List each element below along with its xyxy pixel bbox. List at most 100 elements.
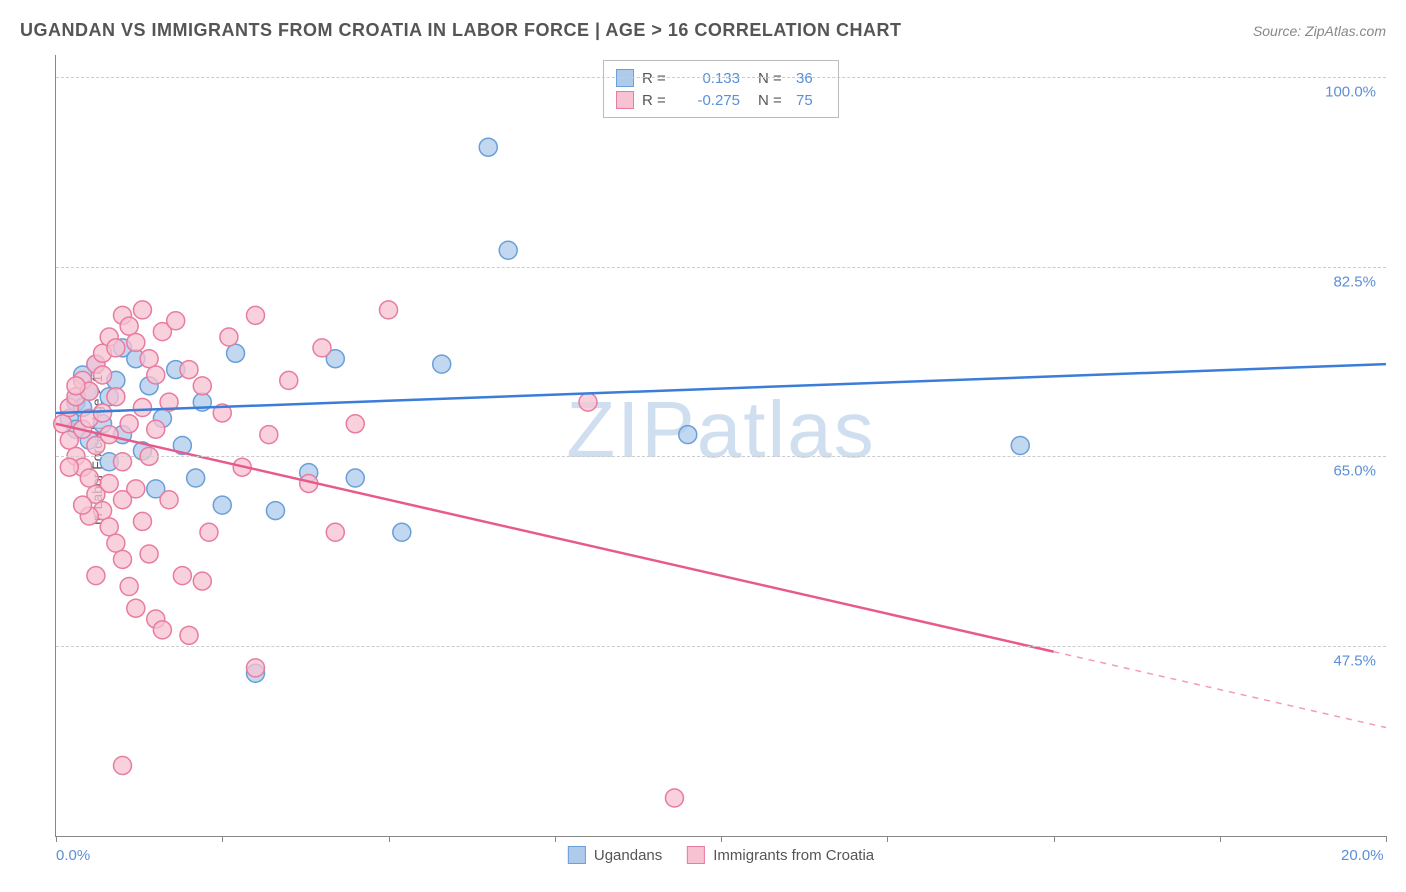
scatter-point [114,756,132,774]
scatter-point [133,512,151,530]
r-label: R = [642,70,672,87]
y-tick-label: 100.0% [1325,83,1376,100]
r-value-blue: 0.133 [680,70,740,87]
scatter-point [180,361,198,379]
r-value-pink: -0.275 [680,92,740,109]
scatter-point [100,474,118,492]
y-tick-label: 65.0% [1333,463,1376,480]
header: UGANDAN VS IMMIGRANTS FROM CROATIA IN LA… [20,20,1386,41]
scatter-point [127,599,145,617]
legend-item-croatia: Immigrants from Croatia [687,846,874,864]
scatter-point [80,469,98,487]
x-tick-mark [1220,836,1221,842]
scatter-point [665,789,683,807]
x-tick-label: 20.0% [1341,847,1384,864]
legend-row-pink: R = -0.275 N = 75 [616,89,826,111]
chart-title: UGANDAN VS IMMIGRANTS FROM CROATIA IN LA… [20,20,902,41]
scatter-point [313,339,331,357]
scatter-point [107,388,125,406]
scatter-point [193,572,211,590]
scatter-point [107,534,125,552]
scatter-point [247,306,265,324]
scatter-point [107,339,125,357]
scatter-point [326,523,344,541]
scatter-point [579,393,597,411]
scatter-point [147,366,165,384]
legend-item-ugandans: Ugandans [568,846,662,864]
scatter-point [193,377,211,395]
n-label: N = [758,70,788,87]
scatter-point [679,426,697,444]
scatter-point [187,469,205,487]
scatter-point [160,491,178,509]
x-tick-mark [555,836,556,842]
source-label: Source: [1253,23,1301,39]
scatter-point [114,491,132,509]
series-name-blue: Ugandans [594,847,662,864]
scatter-point [213,496,231,514]
x-tick-mark [56,836,57,842]
scatter-point [153,621,171,639]
scatter-point [167,312,185,330]
scatter-point [140,350,158,368]
plot-area: ZIPatlas R = 0.133 N = 36 R = -0.275 N =… [55,55,1386,837]
scatter-point [260,426,278,444]
gridline [56,646,1386,647]
swatch-pink [616,91,634,109]
scatter-point [60,458,78,476]
swatch-blue [616,69,634,87]
x-tick-label: 0.0% [56,847,90,864]
scatter-point [479,138,497,156]
scatter-point [114,550,132,568]
scatter-point [346,415,364,433]
n-value-blue: 36 [796,70,826,87]
correlation-legend: R = 0.133 N = 36 R = -0.275 N = 75 [603,60,839,118]
swatch-pink [687,846,705,864]
scatter-point [133,399,151,417]
scatter-point [100,518,118,536]
x-tick-mark [887,836,888,842]
scatter-point [67,377,85,395]
scatter-point [220,328,238,346]
scatter-point [140,545,158,563]
y-tick-label: 82.5% [1333,273,1376,290]
chart-container: UGANDAN VS IMMIGRANTS FROM CROATIA IN LA… [0,0,1406,892]
scatter-point [227,344,245,362]
x-tick-mark [1386,836,1387,842]
scatter-point [266,502,284,520]
y-tick-label: 47.5% [1333,653,1376,670]
gridline [56,267,1386,268]
scatter-point [120,317,138,335]
scatter-plot-svg [56,55,1386,836]
scatter-point [120,415,138,433]
x-tick-mark [389,836,390,842]
source-attribution: Source: ZipAtlas.com [1253,23,1386,39]
scatter-point [247,659,265,677]
scatter-point [200,523,218,541]
x-tick-mark [721,836,722,842]
scatter-point [499,241,517,259]
source-value: ZipAtlas.com [1305,23,1386,39]
scatter-point [380,301,398,319]
scatter-point [74,496,92,514]
legend-row-blue: R = 0.133 N = 36 [616,67,826,89]
scatter-point [94,404,112,422]
gridline [56,77,1386,78]
scatter-point [280,371,298,389]
r-label: R = [642,92,672,109]
gridline [56,456,1386,457]
scatter-point [1011,437,1029,455]
x-tick-mark [222,836,223,842]
scatter-point [127,333,145,351]
scatter-point [147,420,165,438]
series-name-pink: Immigrants from Croatia [713,847,874,864]
scatter-point [120,578,138,596]
n-value-pink: 75 [796,92,826,109]
scatter-point [173,567,191,585]
scatter-point [180,626,198,644]
swatch-blue [568,846,586,864]
scatter-point [346,469,364,487]
scatter-point [94,366,112,384]
x-tick-mark [1054,836,1055,842]
n-label: N = [758,92,788,109]
